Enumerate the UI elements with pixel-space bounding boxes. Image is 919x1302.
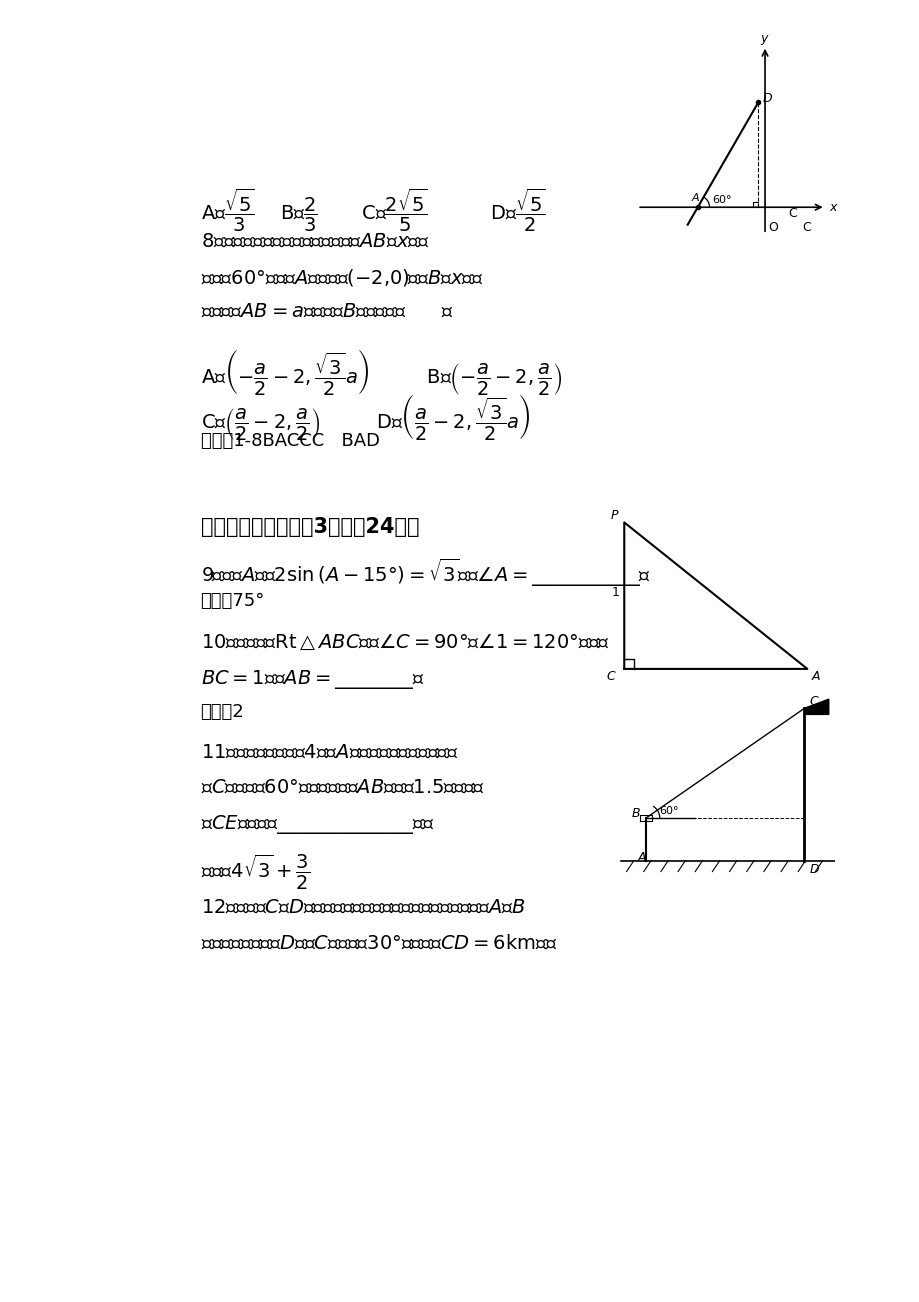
Text: 9．锐角$A$满足$2\sin\left(A-15°\right)=\sqrt{3}$，则$\angle A=$___________．: 9．锐角$A$满足$2\sin\left(A-15°\right)=\sqrt{…	[200, 557, 650, 590]
Text: $y$: $y$	[759, 34, 769, 47]
Text: C: C	[788, 207, 797, 220]
Text: 杆$CE$的高等于______________米．: 杆$CE$的高等于______________米．	[200, 812, 434, 836]
Text: 答案：1-8BACCC   BAD: 答案：1-8BACCC BAD	[200, 432, 380, 450]
Text: A．$\left(-\dfrac{a}{2}-2,\dfrac{\sqrt{3}}{2}a\right)$         B．$\left(-\dfrac{a: A．$\left(-\dfrac{a}{2}-2,\dfrac{\sqrt{3}…	[200, 346, 562, 397]
Text: $B$: $B$	[630, 807, 640, 820]
Text: 夹角为60°，且点$A$的坐标为(−2,0)，点$B$在$x$轴的: 夹角为60°，且点$A$的坐标为(−2,0)，点$B$在$x$轴的	[200, 267, 482, 288]
Text: $C$: $C$	[606, 671, 616, 682]
Text: A．$\dfrac{\sqrt{5}}{3}$    B．$\dfrac{2}{3}$       C．$\dfrac{2\sqrt{5}}{5}$      : A．$\dfrac{\sqrt{5}}{3}$ B．$\dfrac{2}{3}$…	[200, 186, 545, 233]
Text: 端$C$的仰角为60°，已知测角仪$AB$的高为1.5米，则旗: 端$C$的仰角为60°，已知测角仪$AB$的高为1.5米，则旗	[200, 777, 484, 797]
Text: $D$: $D$	[809, 863, 820, 876]
Text: $x$: $x$	[828, 201, 838, 214]
Text: $C$: $C$	[809, 695, 819, 708]
Text: 答案：$4\sqrt{3}+\dfrac{3}{2}$: 答案：$4\sqrt{3}+\dfrac{3}{2}$	[200, 853, 310, 892]
Text: $D$: $D$	[761, 92, 772, 105]
Text: 8．如图，平面直角坐标系中，直线$AB$与$x$轴的: 8．如图，平面直角坐标系中，直线$AB$与$x$轴的	[200, 232, 428, 250]
Text: $1$: $1$	[610, 586, 619, 599]
Text: O: O	[767, 221, 777, 234]
Text: 答案：75°: 答案：75°	[200, 592, 265, 611]
Text: 60°: 60°	[659, 806, 678, 815]
Text: $BC=1$，则$AB=$________．: $BC=1$，则$AB=$________．	[200, 668, 424, 690]
Text: $A$: $A$	[690, 190, 699, 203]
Text: 的正东方向上，且$D$位于$C$的北偏东30°方向上，$CD=6$km，则: 的正东方向上，且$D$位于$C$的北偏东30°方向上，$CD=6$km，则	[200, 934, 556, 952]
Text: 答案：2: 答案：2	[200, 703, 244, 720]
Text: C．$\left(\dfrac{a}{2}-2,\dfrac{a}{2}\right)$         D．$\left(\dfrac{a}{2}-2,\df: C．$\left(\dfrac{a}{2}-2,\dfrac{a}{2}\rig…	[200, 392, 529, 441]
Polygon shape	[803, 699, 828, 715]
Text: 10．如图，在Rt$\triangle ABC$中，$\angle C=90°$，$\angle 1=120°$，如果: 10．如图，在Rt$\triangle ABC$中，$\angle C=90°$…	[200, 633, 608, 651]
Text: $P$: $P$	[609, 509, 618, 522]
Text: 60°: 60°	[712, 195, 732, 206]
Text: 二、填空题（每小题3分，共24分）: 二、填空题（每小题3分，共24分）	[200, 517, 419, 538]
Text: 上方，设$AB=a$，那么点$B$的坐标为（      ）: 上方，设$AB=a$，那么点$B$的坐标为（ ）	[200, 302, 452, 320]
Text: $A$: $A$	[636, 850, 647, 863]
Text: $A$: $A$	[811, 671, 821, 682]
Text: 11．如图，在距旗杆4米的$A$处，用测角仪测得旗杆顶: 11．如图，在距旗杆4米的$A$处，用测角仪测得旗杆顶	[200, 742, 458, 762]
Text: 12．如图，$C$，$D$是两个村庄，分别位于一个湖的南、北两端$A$和$B$: 12．如图，$C$，$D$是两个村庄，分别位于一个湖的南、北两端$A$和$B$	[200, 898, 525, 917]
Text: C: C	[801, 221, 810, 234]
